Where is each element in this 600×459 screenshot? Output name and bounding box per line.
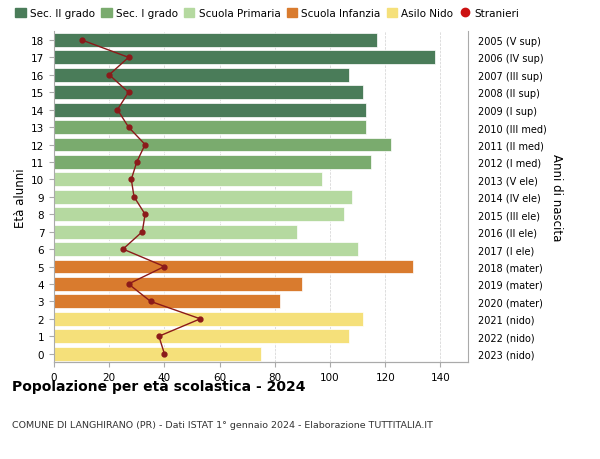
Bar xyxy=(54,121,366,135)
Legend: Sec. II grado, Sec. I grado, Scuola Primaria, Scuola Infanzia, Asilo Nido, Stran: Sec. II grado, Sec. I grado, Scuola Prim… xyxy=(11,5,523,23)
Bar xyxy=(54,277,302,291)
Bar xyxy=(54,330,349,343)
Bar xyxy=(54,138,391,152)
Bar xyxy=(54,260,413,274)
Bar xyxy=(54,103,366,118)
Bar xyxy=(54,156,371,169)
Bar xyxy=(54,34,377,48)
Bar xyxy=(54,225,297,239)
Bar xyxy=(54,347,261,361)
Bar xyxy=(54,173,322,187)
Y-axis label: Anni di nascita: Anni di nascita xyxy=(550,154,563,241)
Bar xyxy=(54,243,358,257)
Y-axis label: Età alunni: Età alunni xyxy=(14,168,27,227)
Bar xyxy=(54,51,435,65)
Bar xyxy=(54,295,280,309)
Bar xyxy=(54,312,363,326)
Bar xyxy=(54,208,344,222)
Text: Popolazione per età scolastica - 2024: Popolazione per età scolastica - 2024 xyxy=(12,379,305,393)
Text: COMUNE DI LANGHIRANO (PR) - Dati ISTAT 1° gennaio 2024 - Elaborazione TUTTITALIA: COMUNE DI LANGHIRANO (PR) - Dati ISTAT 1… xyxy=(12,420,433,429)
Bar xyxy=(54,86,363,100)
Bar xyxy=(54,190,352,204)
Bar xyxy=(54,69,349,83)
